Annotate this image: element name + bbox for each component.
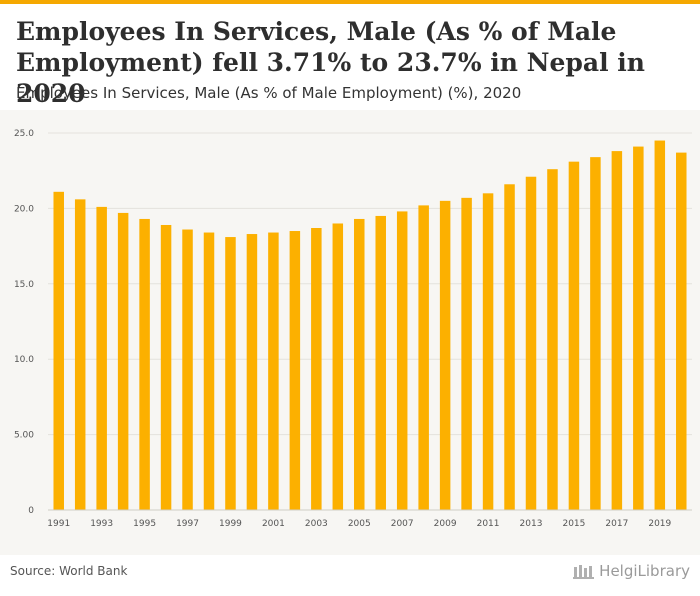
x-tick-label: 2003: [305, 519, 328, 529]
bar: [139, 218, 150, 510]
x-tick-label: 2005: [348, 519, 371, 529]
bar-chart: 0 5.00 10.0 15.0 20.0 25.0 1991 1993 1995 1997 199…: [14, 129, 692, 529]
chart-area: 0 5.00 10.0 15.0 20.0 25.0 1991 1993 1995 1997 199…: [0, 110, 700, 555]
page-title: Employees In Services, Male (As % of Mal…: [16, 17, 645, 108]
bar: [396, 211, 408, 510]
bar: [160, 224, 172, 510]
header: Employees In Services, Male (As % of Mal…: [0, 4, 700, 108]
bar: [676, 152, 687, 510]
x-tick-label: 2009: [434, 519, 457, 529]
helgilibrary-logo[interactable]: HelgiLibrary: [573, 562, 690, 580]
bar: [461, 197, 472, 510]
bar: [246, 234, 258, 510]
bar: [418, 205, 429, 510]
bar: [568, 161, 580, 510]
x-tick-label: 1993: [90, 519, 113, 529]
bar: [332, 223, 344, 510]
x-tick-label: 2013: [520, 519, 543, 529]
bar: [439, 200, 451, 511]
bar: [268, 232, 279, 510]
x-tick-label: 1999: [219, 519, 242, 529]
bar: [375, 215, 386, 510]
logo-text: HelgiLibrary: [599, 562, 690, 580]
x-tick-label: 2017: [605, 519, 628, 529]
library-icon: [573, 565, 595, 579]
bar: [289, 231, 301, 510]
bar: [525, 176, 537, 510]
x-tick-label: 2007: [391, 519, 414, 529]
bar: [53, 191, 64, 510]
y-tick-label: 10.0: [14, 355, 34, 365]
bar: [311, 228, 322, 510]
x-tick-label: 2015: [562, 519, 585, 529]
y-tick-label: 15.0: [14, 280, 34, 290]
bar: [504, 184, 515, 510]
x-tick-label: 2001: [262, 519, 285, 529]
bar: [590, 157, 601, 510]
bar: [74, 199, 86, 510]
x-tick-label: 2019: [648, 519, 671, 529]
bar: [203, 232, 215, 510]
bar: [96, 206, 107, 510]
accent-bar: [0, 0, 700, 4]
bar: [354, 218, 365, 510]
y-tick-label: 5.00: [14, 431, 34, 441]
bar: [611, 151, 623, 510]
y-tick-label: 20.0: [14, 204, 34, 214]
y-tick-label: 0: [28, 506, 34, 516]
chart-subtitle: Employees In Services, Male (As % of Mal…: [16, 84, 522, 102]
bar: [182, 229, 193, 510]
bar: [654, 140, 666, 510]
bar: [482, 193, 494, 510]
x-tick-label: 2011: [477, 519, 500, 529]
bar: [633, 146, 644, 510]
source-label: Source: World Bank: [10, 564, 128, 578]
y-tick-label: 25.0: [14, 129, 34, 139]
bar: [117, 212, 129, 510]
bar: [547, 169, 558, 510]
x-tick-label: 1991: [47, 519, 70, 529]
bar: [225, 237, 236, 510]
x-tick-label: 1995: [133, 519, 156, 529]
x-tick-label: 1997: [176, 519, 199, 529]
